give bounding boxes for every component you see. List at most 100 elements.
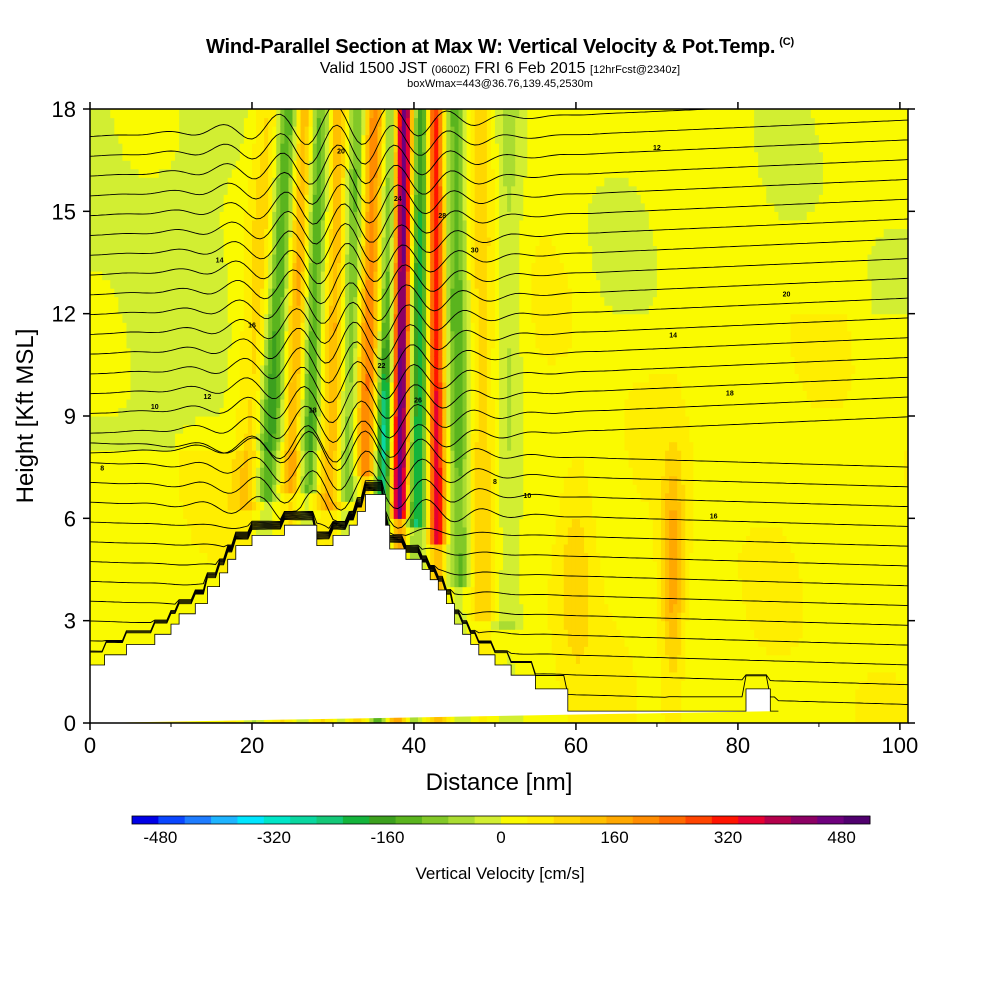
velocity-cell: [316, 168, 322, 178]
velocity-cell: [365, 364, 371, 374]
velocity-cell: [130, 441, 136, 451]
velocity-cell: [219, 109, 225, 119]
velocity-cell: [126, 262, 132, 272]
velocity-cell: [357, 143, 362, 153]
velocity-cell: [166, 484, 172, 494]
velocity-cell: [207, 143, 213, 153]
velocity-cell: [203, 262, 209, 272]
velocity-cell: [357, 356, 362, 366]
velocity-cell: [276, 433, 281, 443]
velocity-cell: [260, 458, 265, 468]
velocity-cell: [150, 245, 156, 255]
velocity-cell: [332, 219, 338, 229]
velocity-cell: [280, 526, 285, 536]
velocity-cell: [199, 143, 204, 153]
velocity-cell: [260, 347, 265, 357]
velocity-cell: [345, 407, 350, 417]
velocity-cell: [308, 398, 314, 409]
velocity-cell: [337, 288, 342, 298]
velocity-cell: [316, 117, 322, 127]
velocity-cell: [162, 492, 168, 502]
velocity-cell: [223, 509, 229, 519]
velocity-cell: [106, 330, 111, 340]
velocity-cell: [134, 364, 140, 374]
velocity-cell: [260, 151, 265, 161]
velocity-cell: [114, 433, 119, 443]
velocity-cell: [312, 313, 318, 323]
velocity-cell: [126, 424, 132, 434]
velocity-cell: [223, 373, 229, 383]
velocity-cell: [300, 126, 306, 136]
velocity-cell: [349, 381, 354, 392]
velocity-cell: [328, 126, 334, 136]
velocity-cell: [312, 288, 318, 298]
velocity-cell: [276, 501, 281, 511]
velocity-cell: [203, 288, 209, 298]
velocity-cell: [324, 484, 330, 494]
velocity-cell: [98, 219, 103, 229]
velocity-cell: [154, 160, 160, 170]
velocity-cell: [175, 168, 180, 178]
velocity-cell: [130, 177, 136, 187]
velocity-cell: [324, 492, 330, 502]
velocity-cell: [288, 390, 294, 400]
velocity-cell: [126, 595, 132, 605]
velocity-cell: [138, 109, 144, 119]
velocity-cell: [187, 313, 192, 323]
velocity-cell: [158, 526, 164, 536]
velocity-cell: [361, 288, 366, 298]
velocity-cell: [276, 381, 281, 392]
velocity-cell: [349, 245, 354, 255]
velocity-cell: [118, 535, 123, 545]
velocity-cell: [365, 202, 371, 212]
velocity-cell: [158, 586, 164, 596]
velocity-cell: [227, 271, 233, 281]
velocity-cell: [94, 381, 99, 392]
velocity-cell: [98, 467, 103, 477]
velocity-cell: [134, 629, 140, 639]
velocity-cell: [183, 475, 188, 485]
velocity-cell: [235, 168, 241, 178]
velocity-cell: [328, 339, 334, 349]
velocity-cell: [272, 322, 277, 332]
velocity-cell: [215, 416, 221, 426]
velocity-cell: [357, 484, 362, 494]
velocity-cell: [98, 433, 103, 443]
velocity-cell: [90, 492, 95, 502]
velocity-cell: [365, 117, 371, 127]
velocity-cell: [183, 262, 188, 272]
velocity-cell: [251, 228, 257, 238]
velocity-cell: [126, 151, 132, 161]
velocity-cell: [256, 271, 261, 281]
velocity-cell: [187, 492, 192, 502]
velocity-cell: [365, 450, 371, 460]
velocity-cell: [98, 245, 103, 255]
velocity-cell: [280, 467, 285, 477]
velocity-cell: [98, 330, 103, 340]
velocity-cell: [231, 373, 237, 383]
velocity-cell: [110, 168, 115, 178]
velocity-cell: [272, 143, 277, 153]
velocity-cell: [134, 390, 140, 400]
velocity-cell: [357, 168, 362, 178]
velocity-cell: [227, 185, 233, 195]
velocity-cell: [280, 160, 285, 170]
velocity-cell: [98, 654, 103, 664]
velocity-cell: [308, 492, 314, 502]
velocity-cell: [175, 211, 180, 221]
velocity-cell: [272, 160, 277, 170]
velocity-cell: [154, 416, 160, 426]
velocity-cell: [166, 143, 172, 153]
velocity-cell: [199, 168, 204, 178]
velocity-cell: [175, 373, 180, 383]
velocity-cell: [158, 492, 164, 502]
velocity-cell: [219, 398, 225, 409]
velocity-cell: [183, 526, 188, 536]
velocity-cell: [114, 450, 119, 460]
velocity-cell: [175, 543, 180, 554]
velocity-cell: [211, 424, 217, 434]
velocity-cell: [361, 424, 366, 434]
velocity-cell: [110, 603, 115, 613]
velocity-cell: [179, 143, 184, 153]
velocity-cell: [207, 313, 213, 323]
